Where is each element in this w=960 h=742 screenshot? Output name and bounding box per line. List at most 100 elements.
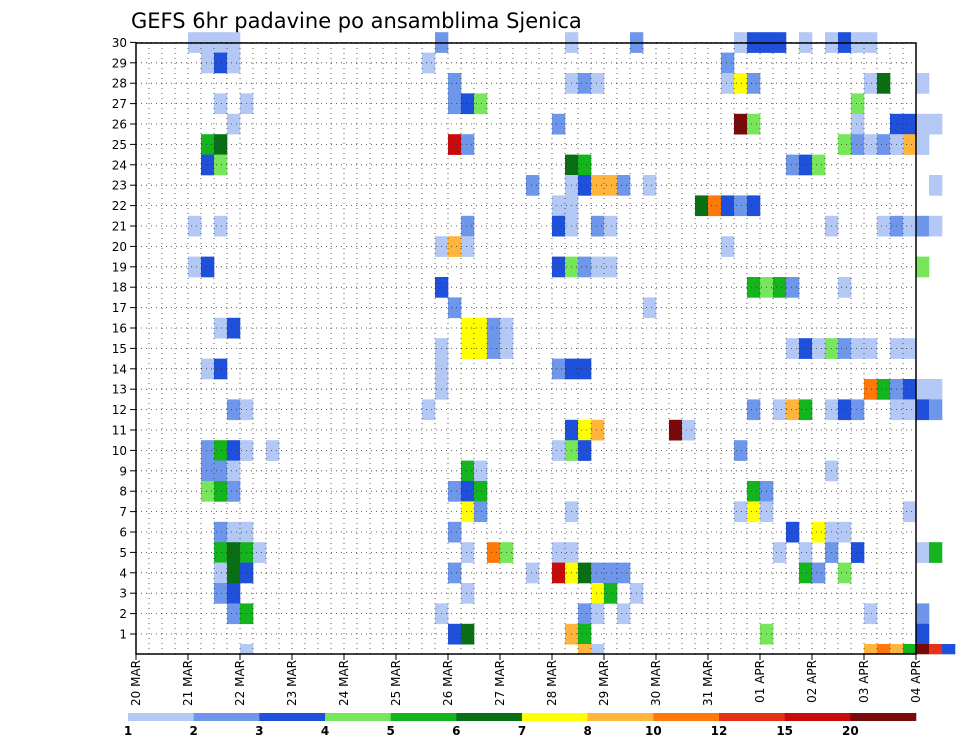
y-tick-label: 15 xyxy=(112,342,127,356)
heat-cell xyxy=(578,358,592,380)
heat-cell xyxy=(227,603,241,625)
heat-cell xyxy=(487,338,501,359)
heat-cell xyxy=(227,399,241,421)
heat-cell xyxy=(214,521,228,543)
heat-cell xyxy=(266,440,280,461)
heat-cell xyxy=(214,93,228,115)
heat-cell xyxy=(591,644,605,655)
x-tick-label: 03 APR xyxy=(857,660,871,703)
y-tick-label: 22 xyxy=(112,199,127,213)
y-tick-label: 12 xyxy=(112,403,127,417)
heat-cell xyxy=(591,73,605,94)
heat-cell xyxy=(929,175,943,196)
y-tick-label: 3 xyxy=(119,587,127,601)
heat-cell xyxy=(916,399,930,421)
y-tick-label: 7 xyxy=(119,505,127,519)
heat-cell xyxy=(799,399,813,421)
colorbar-swatch xyxy=(784,713,851,721)
heat-cell xyxy=(617,175,631,196)
colorbar-label: 2 xyxy=(189,724,197,738)
y-tick-label: 26 xyxy=(112,118,127,132)
heat-cell xyxy=(253,542,267,563)
heat-cell xyxy=(617,562,631,584)
heat-cell xyxy=(747,481,761,502)
heat-cell xyxy=(747,399,761,421)
x-tick-label: 30 MAR xyxy=(649,660,663,706)
colorbar-swatch xyxy=(456,713,523,721)
heat-cell xyxy=(604,562,618,584)
heat-cell xyxy=(461,623,475,645)
y-axis-ticks: 1234567891011121314151617181920212223242… xyxy=(112,36,136,642)
heat-cell xyxy=(916,603,930,625)
heat-cell xyxy=(422,399,436,421)
x-tick-label: 31 MAR xyxy=(701,660,715,706)
heat-cell xyxy=(578,603,592,625)
heat-cell xyxy=(461,501,475,523)
x-tick-label: 20 MAR xyxy=(129,660,143,706)
heat-cell xyxy=(773,399,787,421)
heat-cell xyxy=(474,481,488,502)
heat-cell xyxy=(578,256,592,278)
y-tick-label: 24 xyxy=(112,158,127,172)
heat-cell xyxy=(201,481,215,502)
heat-cell xyxy=(799,542,813,563)
y-tick-label: 25 xyxy=(112,138,127,152)
y-tick-label: 18 xyxy=(112,281,127,295)
colorbar-label: 8 xyxy=(583,724,591,738)
heat-cell xyxy=(734,195,748,217)
heat-cell xyxy=(591,583,605,604)
colorbar-label: 3 xyxy=(255,724,263,738)
heat-cell xyxy=(201,358,215,380)
heat-cell xyxy=(448,521,462,543)
y-tick-label: 14 xyxy=(112,362,127,376)
heat-cell xyxy=(422,52,436,74)
heat-cell xyxy=(812,521,826,543)
heat-cell xyxy=(227,460,241,482)
colorbar-label: 12 xyxy=(711,724,728,738)
x-tick-label: 28 MAR xyxy=(545,660,559,706)
x-tick-label: 22 MAR xyxy=(233,660,247,706)
heat-cell xyxy=(747,501,761,523)
heat-cell xyxy=(916,542,930,563)
heat-cell xyxy=(864,379,878,400)
colorbar-label: 10 xyxy=(645,724,662,738)
heat-cell xyxy=(734,113,748,135)
heat-cell xyxy=(786,154,800,176)
heat-cell xyxy=(942,644,956,655)
heat-cell xyxy=(916,134,930,155)
heat-cell xyxy=(591,215,605,237)
x-tick-label: 25 MAR xyxy=(389,660,403,706)
y-tick-label: 30 xyxy=(112,36,127,50)
heat-cell xyxy=(903,501,917,523)
heat-cell xyxy=(188,256,202,278)
heat-cell xyxy=(201,440,215,461)
heat-cell xyxy=(734,501,748,523)
heat-cell xyxy=(474,93,488,115)
y-tick-label: 10 xyxy=(112,444,127,458)
colorbar-label: 15 xyxy=(776,724,793,738)
x-tick-label: 04 APR xyxy=(909,660,923,703)
heat-cell xyxy=(877,215,891,237)
heat-cell xyxy=(799,338,813,359)
heat-cell xyxy=(903,644,917,655)
heat-cell xyxy=(786,338,800,359)
heat-cell xyxy=(929,215,943,237)
heat-cell xyxy=(929,113,943,135)
chart-title: GEFS 6hr padavine po ansamblima Sjenica xyxy=(131,9,582,33)
heat-cell xyxy=(227,440,241,461)
heat-cell xyxy=(773,277,787,298)
colorbar-swatch xyxy=(522,713,588,721)
heat-cell xyxy=(227,542,241,563)
heat-cell xyxy=(188,215,202,237)
heat-cell xyxy=(929,379,943,400)
y-tick-label: 2 xyxy=(119,607,127,621)
heat-cell xyxy=(604,256,618,278)
heat-cell xyxy=(786,521,800,543)
heat-cell xyxy=(591,175,605,196)
heat-cell xyxy=(903,338,917,359)
heat-cell xyxy=(851,113,865,135)
heat-cell xyxy=(578,644,592,655)
heat-cell xyxy=(487,317,501,339)
y-tick-label: 21 xyxy=(112,220,127,234)
heat-cell xyxy=(851,542,865,563)
